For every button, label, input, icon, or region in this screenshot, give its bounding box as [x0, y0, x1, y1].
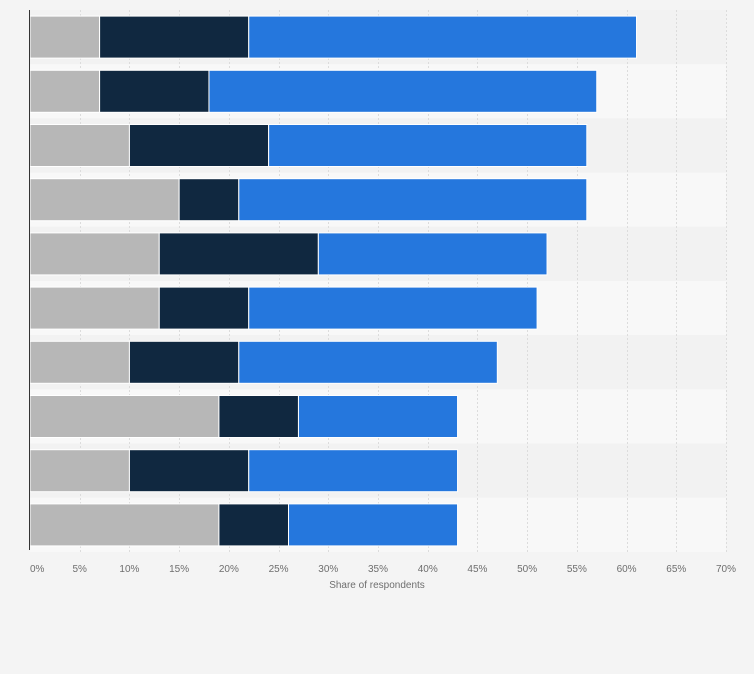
x-tick-label: 0% — [30, 564, 45, 575]
bar-segment — [178, 178, 240, 222]
bar-segment — [29, 340, 130, 384]
x-tick-label: 15% — [169, 564, 189, 575]
bar-segment — [29, 286, 160, 330]
bar-segment — [317, 232, 548, 276]
bar-segment — [238, 340, 498, 384]
x-axis-ticks: 0% 5% 10% 15% 20% 25% 30% 35% 40% 45% 50% 55% 60% 65%… — [30, 564, 736, 575]
bar-segment — [208, 69, 598, 113]
x-tick-label: 50% — [517, 564, 537, 575]
x-tick-label: 60% — [617, 564, 637, 575]
bar-segment — [29, 178, 180, 222]
bar-segment — [128, 124, 270, 167]
bar-segment — [29, 69, 101, 113]
x-tick-label: 30% — [318, 564, 338, 575]
x-tick-label: 35% — [368, 564, 388, 575]
x-tick-label: 45% — [467, 564, 487, 575]
bar-segment — [238, 178, 588, 222]
x-tick-label: 65% — [666, 564, 686, 575]
bar-segment — [248, 15, 638, 59]
bar-segment — [29, 232, 160, 276]
x-axis-title: Share of respondents — [329, 580, 425, 591]
x-tick-label: 25% — [269, 564, 289, 575]
bar-segment — [29, 15, 101, 59]
x-tick-label: 20% — [219, 564, 239, 575]
bar-segment — [29, 395, 220, 438]
bar-segment — [218, 503, 290, 547]
bar-segment — [29, 503, 220, 547]
bar-segment — [158, 286, 250, 330]
bar-segment — [248, 286, 538, 330]
x-tick-label: 70% — [716, 564, 736, 575]
bar-segment — [248, 449, 459, 493]
x-tick-label: 40% — [418, 564, 438, 575]
x-tick-label: 10% — [119, 564, 139, 575]
bar-segment — [29, 449, 130, 493]
x-tick-label: 55% — [567, 564, 587, 575]
bar-segment — [288, 503, 459, 547]
bars — [29, 15, 638, 547]
x-tick-label: 5% — [72, 564, 87, 575]
bar-segment — [268, 124, 588, 167]
bar-segment — [158, 232, 319, 276]
bar-segment — [128, 340, 240, 384]
bar-segment — [99, 15, 250, 59]
bar-segment — [218, 395, 299, 438]
bar-segment — [297, 395, 459, 438]
bar-segment — [29, 124, 130, 167]
bar-segment — [128, 449, 250, 493]
bar-segment — [99, 69, 210, 113]
